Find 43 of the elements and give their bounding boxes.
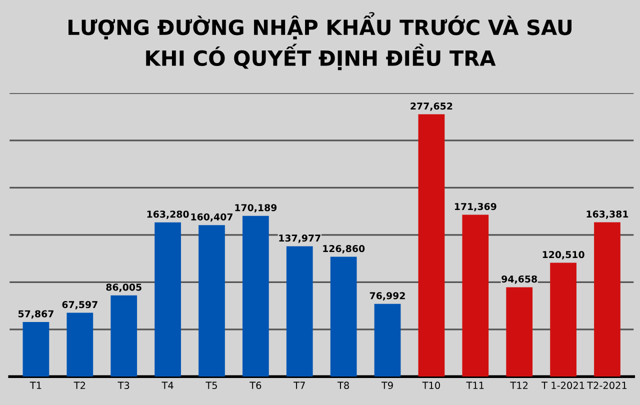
bar bbox=[154, 222, 181, 377]
bar bbox=[550, 262, 576, 377]
x-tick-label: T2 bbox=[74, 382, 85, 389]
bar bbox=[374, 304, 401, 377]
x-tick-label: T 1-2021 bbox=[542, 382, 584, 390]
bar bbox=[418, 114, 445, 377]
data-label: 76,992 bbox=[370, 292, 405, 300]
bar bbox=[198, 225, 225, 377]
data-label: 170,189 bbox=[235, 204, 277, 212]
x-tick-label: T3 bbox=[118, 382, 130, 390]
x-tick-label: T8 bbox=[337, 382, 349, 390]
bar bbox=[286, 246, 313, 377]
x-tick-label: T1 bbox=[30, 382, 42, 389]
data-label: 86,005 bbox=[106, 284, 142, 292]
data-label: 171,369 bbox=[454, 202, 496, 212]
x-tick-label: T2-2021 bbox=[587, 382, 627, 390]
x-tick-label: T12 bbox=[510, 382, 528, 389]
data-label: 94,658 bbox=[502, 275, 537, 284]
x-tick-label: T6 bbox=[250, 382, 262, 390]
x-tick-label: T9 bbox=[381, 382, 393, 390]
bar bbox=[330, 256, 357, 377]
bar bbox=[594, 222, 620, 377]
data-label: 163,280 bbox=[147, 210, 189, 219]
x-tick-label: T7 bbox=[294, 382, 305, 389]
data-label: 277,652 bbox=[410, 102, 452, 111]
bar bbox=[242, 216, 269, 377]
bar bbox=[462, 214, 489, 377]
data-label: 67,597 bbox=[62, 301, 98, 310]
bar bbox=[110, 295, 138, 377]
x-tick-label: T5 bbox=[206, 382, 217, 390]
data-label: 120,510 bbox=[542, 251, 584, 260]
data-label: 57,867 bbox=[18, 310, 54, 319]
data-label: 163,381 bbox=[586, 210, 628, 219]
x-tick-label: T10 bbox=[422, 382, 440, 390]
data-label: 137,977 bbox=[279, 234, 320, 243]
bar bbox=[66, 312, 94, 377]
bar bbox=[22, 322, 50, 377]
data-label: 160,407 bbox=[191, 213, 232, 222]
x-tick-label: T11 bbox=[466, 382, 484, 389]
x-tick-label: T4 bbox=[162, 382, 174, 389]
chart-title: LƯỢNG ĐƯỜNG NHẬP KHẨU TRƯỚC VÀ SAU KHI CÓ QUYẾT ĐỊNH ĐIỀU TRA bbox=[68, 12, 572, 70]
data-label: 126,860 bbox=[323, 245, 365, 254]
bar bbox=[506, 287, 533, 377]
